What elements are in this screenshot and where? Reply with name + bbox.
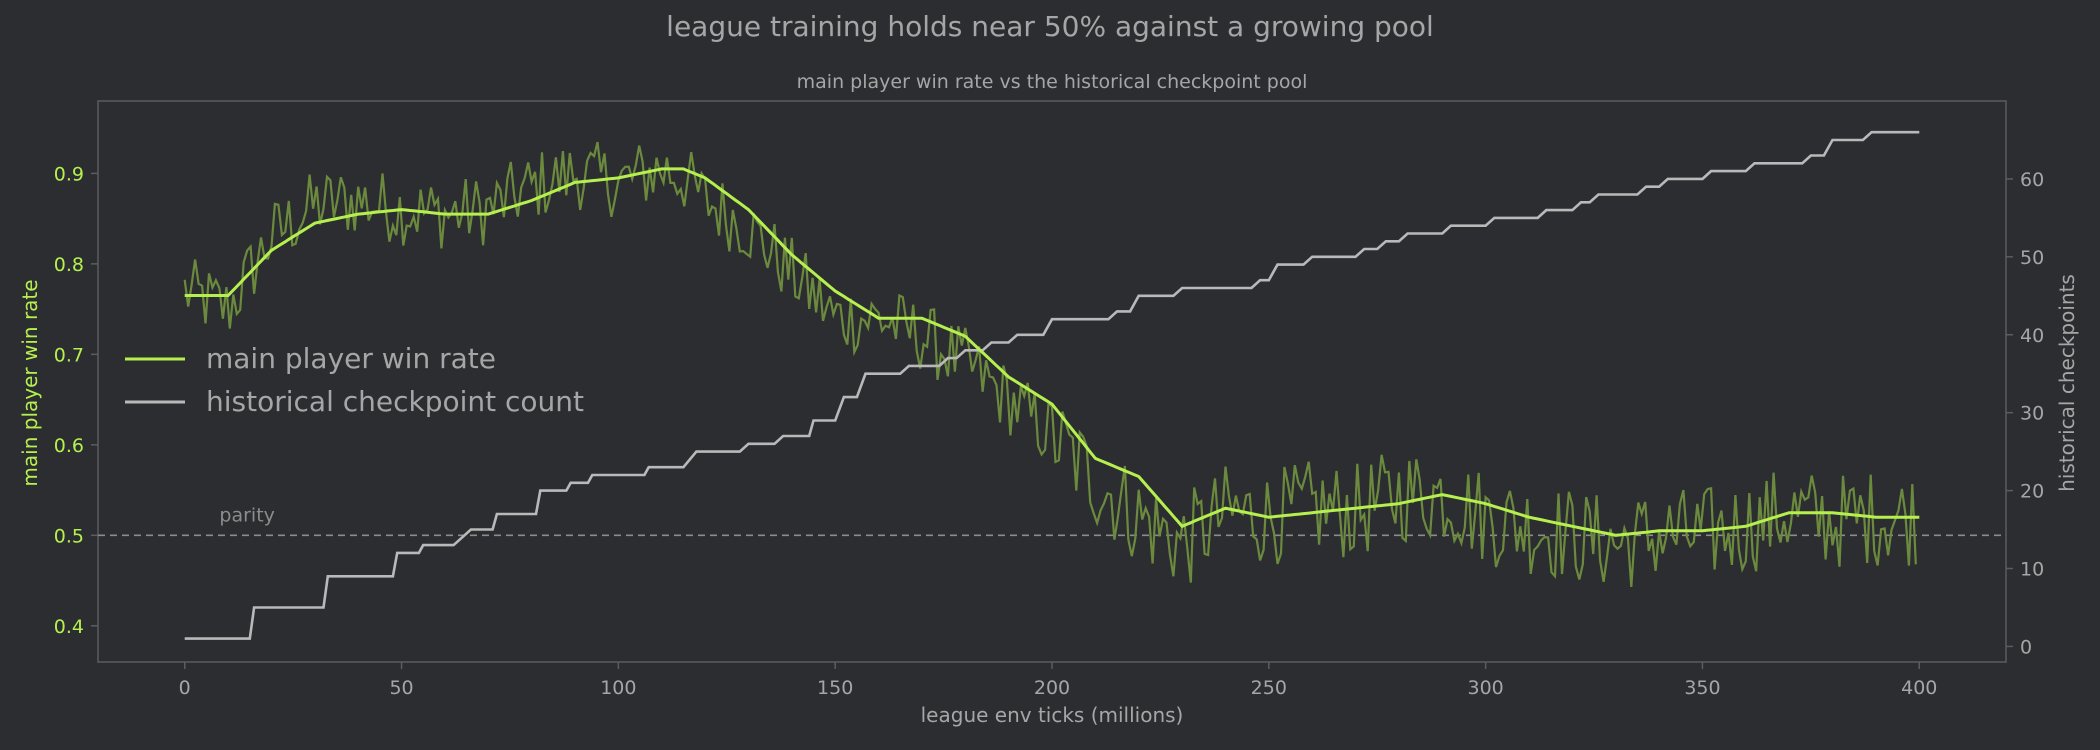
left-y-axis-ticks: 0.4 0.5 0.6 0.7 0.8 0.9 — [54, 163, 98, 638]
right-y-tick-label: 40 — [2020, 325, 2044, 347]
right-y-axis-label: historical checkpoints — [2055, 274, 2079, 492]
x-tick-label: 50 — [389, 677, 413, 699]
x-tick-label: 200 — [1034, 677, 1070, 699]
raw-win-rate-line — [183, 141, 1917, 587]
legend: main player win rate historical checkpoi… — [125, 342, 584, 418]
x-tick-label: 0 — [179, 677, 191, 699]
x-tick-label: 100 — [600, 677, 636, 699]
smoothed-win-rate-line — [184, 167, 1920, 537]
left-y-tick-label: 0.6 — [54, 435, 84, 457]
right-y-axis-ticks: 0 10 20 30 40 50 60 — [2006, 169, 2044, 658]
left-y-tick-label: 0.8 — [54, 254, 84, 276]
x-tick-label: 400 — [1901, 677, 1937, 699]
left-y-tick-label: 0.5 — [54, 525, 84, 547]
x-tick-label: 300 — [1468, 677, 1504, 699]
x-tick-label: 350 — [1684, 677, 1720, 699]
legend-label-win-rate: main player win rate — [206, 342, 496, 375]
chart-title: league training holds near 50% against a… — [666, 10, 1434, 43]
right-y-tick-label: 10 — [2020, 559, 2044, 581]
right-y-tick-label: 20 — [2020, 481, 2044, 503]
right-y-tick-label: 30 — [2020, 403, 2044, 425]
checkpoint-count-line — [184, 130, 1920, 640]
left-y-tick-label: 0.9 — [54, 163, 84, 185]
left-y-tick-label: 0.4 — [54, 616, 84, 638]
x-axis-label: league env ticks (millions) — [921, 703, 1184, 727]
left-y-axis-label: main player win rate — [18, 279, 42, 486]
x-tick-label: 250 — [1251, 677, 1287, 699]
right-y-tick-label: 0 — [2020, 636, 2032, 658]
x-tick-label: 150 — [817, 677, 853, 699]
right-y-tick-label: 50 — [2020, 247, 2044, 269]
parity-label: parity — [219, 504, 275, 526]
legend-label-checkpoints: historical checkpoint count — [206, 385, 584, 418]
chart-subtitle: main player win rate vs the historical c… — [797, 71, 1308, 93]
right-y-tick-label: 60 — [2020, 169, 2044, 191]
x-axis-ticks: 0 50 100 150 200 250 300 350 400 — [179, 662, 1937, 699]
left-y-tick-label: 0.7 — [54, 344, 84, 366]
